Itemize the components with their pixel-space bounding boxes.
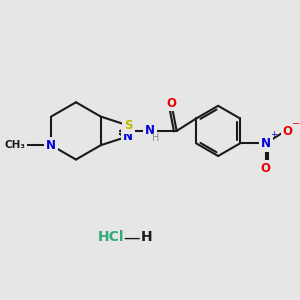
Text: HCl: HCl bbox=[98, 230, 125, 244]
Text: H: H bbox=[141, 230, 153, 244]
Text: N: N bbox=[145, 124, 155, 137]
Text: CH₃: CH₃ bbox=[5, 140, 26, 150]
Text: —: — bbox=[124, 228, 140, 246]
Text: +: + bbox=[271, 130, 278, 139]
Text: O: O bbox=[261, 161, 271, 175]
Text: N: N bbox=[261, 137, 271, 150]
Text: O: O bbox=[283, 125, 292, 138]
Text: O: O bbox=[166, 97, 176, 110]
Text: −: − bbox=[292, 119, 300, 129]
Text: S: S bbox=[124, 119, 132, 132]
Text: N: N bbox=[46, 139, 56, 152]
Text: H: H bbox=[152, 133, 160, 143]
Text: N: N bbox=[123, 130, 133, 143]
